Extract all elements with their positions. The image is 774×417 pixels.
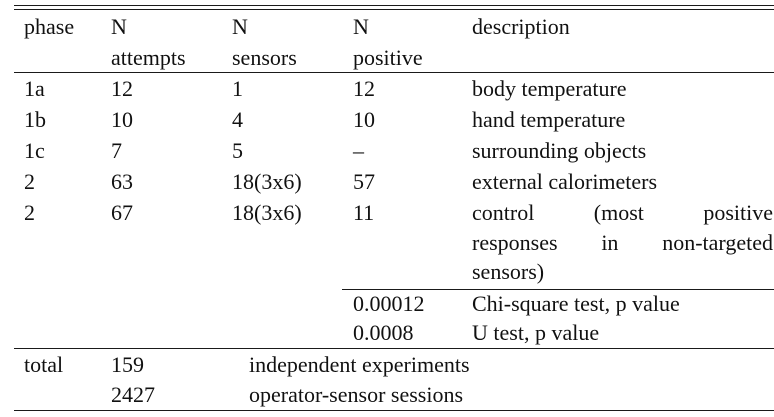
header-n-positive-line1: N bbox=[353, 14, 369, 39]
row-description: external calorimeters bbox=[472, 169, 658, 194]
stat-value: 0.00012 bbox=[353, 291, 425, 316]
header-rule bbox=[14, 72, 774, 73]
row-positive: 11 bbox=[353, 200, 375, 225]
row-sensors: 4 bbox=[232, 107, 243, 132]
header-phase: phase bbox=[24, 14, 75, 39]
top-rule bbox=[14, 5, 774, 6]
row-description: surrounding objects bbox=[472, 138, 647, 163]
row-sensors: 1 bbox=[232, 76, 243, 101]
stats-rule bbox=[342, 289, 774, 290]
total-description: operator-sensor sessions bbox=[249, 382, 464, 407]
row-attempts: 67 bbox=[111, 200, 133, 225]
row-description-line3: sensors) bbox=[472, 259, 545, 284]
row-phase: 2 bbox=[24, 169, 35, 194]
row-sensors: 18(3x6) bbox=[232, 200, 302, 225]
bottom-rule bbox=[14, 410, 774, 411]
stat-label: Chi-square test, p value bbox=[472, 291, 680, 316]
total-value: 159 bbox=[111, 352, 144, 377]
total-description: independent experiments bbox=[249, 352, 470, 377]
header-n-attempts-line1: N bbox=[111, 14, 127, 39]
header-n-sensors-line2: sensors bbox=[232, 45, 297, 70]
row-description-line2: responses in non-targeted bbox=[472, 230, 773, 255]
row-positive: – bbox=[353, 138, 364, 163]
row-positive: 57 bbox=[353, 169, 375, 194]
stat-label: U test, p value bbox=[472, 320, 600, 345]
row-description: body temperature bbox=[472, 76, 627, 101]
row-sensors: 18(3x6) bbox=[232, 169, 302, 194]
row-attempts: 12 bbox=[111, 76, 133, 101]
row-phase: 2 bbox=[24, 200, 35, 225]
row-description: hand temperature bbox=[472, 107, 626, 132]
row-sensors: 5 bbox=[232, 138, 243, 163]
header-n-attempts-line2: attempts bbox=[111, 45, 186, 70]
stat-value: 0.0008 bbox=[353, 320, 414, 345]
header-description: description bbox=[472, 14, 570, 39]
row-description-line1: control (most positive bbox=[472, 200, 773, 225]
row-positive: 10 bbox=[353, 107, 375, 132]
total-label: total bbox=[24, 352, 64, 377]
row-phase: 1c bbox=[24, 138, 45, 163]
totals-rule bbox=[14, 348, 774, 349]
row-attempts: 10 bbox=[111, 107, 133, 132]
row-positive: 12 bbox=[353, 76, 375, 101]
header-n-sensors-line1: N bbox=[232, 14, 248, 39]
total-value: 2427 bbox=[111, 382, 155, 407]
row-phase: 1b bbox=[24, 107, 46, 132]
top-rule-second bbox=[14, 9, 774, 10]
header-n-positive-line2: positive bbox=[353, 45, 423, 70]
row-phase: 1a bbox=[24, 76, 45, 101]
row-attempts: 63 bbox=[111, 169, 133, 194]
row-attempts: 7 bbox=[111, 138, 122, 163]
